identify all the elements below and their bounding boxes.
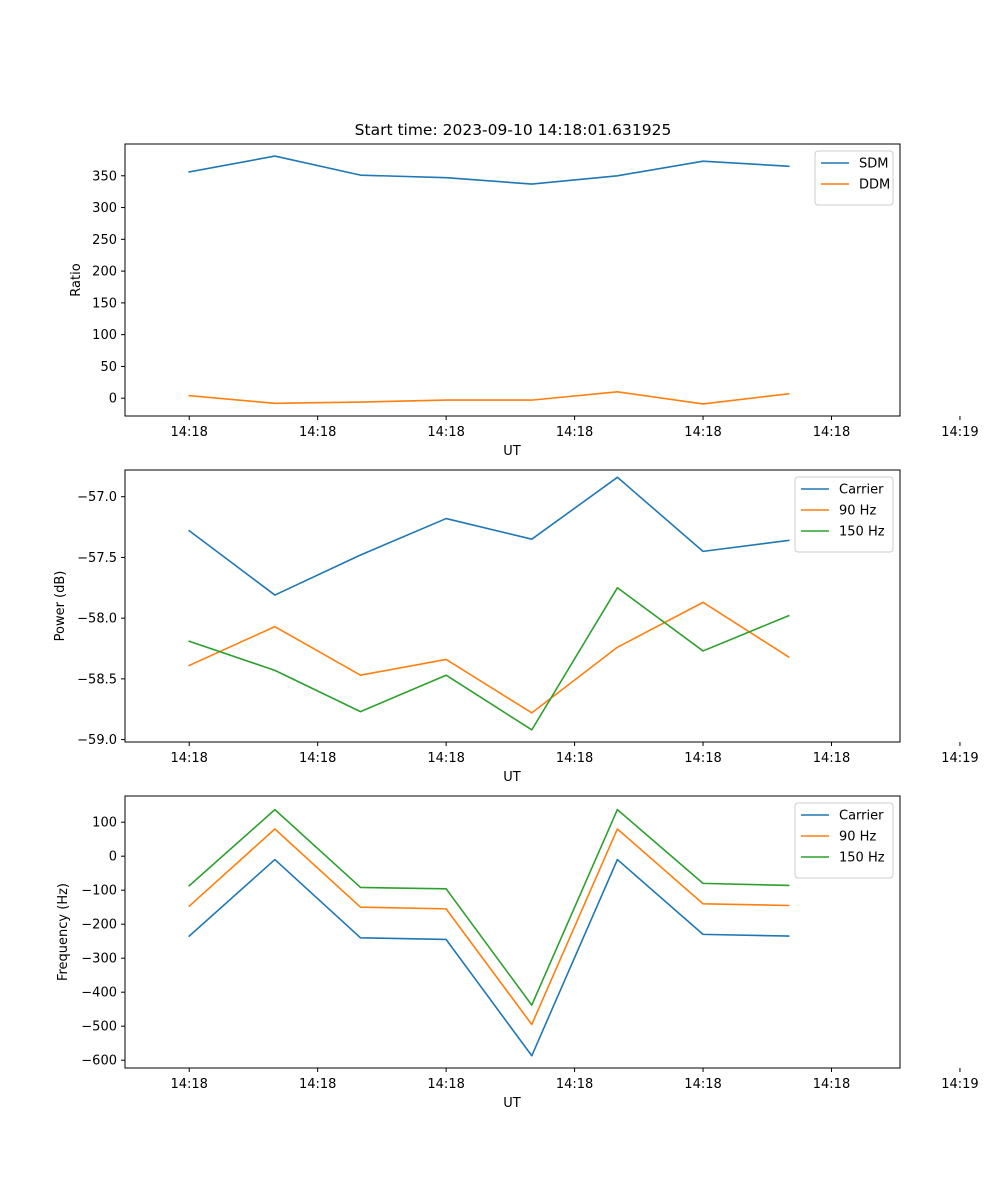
legend-label: 90 Hz	[839, 830, 876, 845]
x-tick-label: 14:18	[684, 1077, 721, 1092]
x-tick-label: 14:18	[170, 751, 207, 766]
series-line-carrier	[188, 476, 790, 596]
x-tick-label: 14:18	[556, 751, 593, 766]
y-tick-label: −58.5	[77, 672, 117, 687]
axes-frame	[124, 795, 901, 1069]
x-tick-label: 14:18	[427, 425, 464, 440]
y-tick-label: 350	[92, 169, 117, 184]
y-tick-label: −58.0	[77, 612, 117, 627]
legend-label: Carrier	[839, 483, 884, 498]
series-line-90-hz	[188, 601, 790, 714]
y-tick-label: 100	[92, 816, 117, 831]
y-tick-label: 300	[92, 201, 117, 216]
legend-box	[794, 476, 894, 553]
x-tick-label: 14:18	[813, 425, 850, 440]
y-axis-label: Ratio	[69, 263, 84, 296]
y-tick-label: 200	[92, 265, 117, 280]
x-tick-label: 14:19	[941, 751, 978, 766]
y-axis-label: Power (dB)	[53, 571, 68, 642]
y-tick-label: −300	[81, 952, 117, 967]
series-line-90-hz	[188, 828, 790, 1026]
y-tick-label: −600	[81, 1054, 117, 1069]
axes-frame	[124, 469, 901, 743]
y-tick-label: −57.5	[77, 551, 117, 566]
x-tick-label: 14:18	[299, 751, 336, 766]
figure-title: Start time: 2023-09-10 14:18:01.631925	[355, 121, 672, 139]
x-axis-label: UT	[503, 444, 521, 459]
series-line-150-hz	[188, 808, 790, 1006]
legend-label: DDM	[859, 178, 890, 193]
x-tick-label: 14:18	[427, 1077, 464, 1092]
legend-label: Carrier	[839, 809, 884, 824]
x-tick-label: 14:18	[427, 751, 464, 766]
legend-box	[794, 802, 894, 879]
y-tick-label: 150	[92, 296, 117, 311]
x-tick-label: 14:18	[684, 425, 721, 440]
y-tick-label: −59.0	[77, 733, 117, 748]
x-axis-label: UT	[503, 1096, 521, 1111]
x-tick-label: 14:18	[170, 1077, 207, 1092]
x-tick-label: 14:18	[556, 1077, 593, 1092]
y-tick-label: 0	[109, 850, 117, 865]
y-tick-label: −400	[81, 986, 117, 1001]
x-tick-label: 14:18	[299, 1077, 336, 1092]
y-tick-label: 250	[92, 233, 117, 248]
series-line-150-hz	[188, 586, 790, 731]
chart-panel-3: 14:18 14:18 14:18 14:18 14:18 14:18 14:19 −600 −…	[56, 795, 979, 1111]
legend-label: 150 Hz	[839, 851, 885, 866]
y-tick-label: 0	[109, 392, 117, 407]
y-axis-label: Frequency (Hz)	[56, 883, 71, 981]
y-tick-label: 50	[100, 360, 117, 375]
legend-label: SDM	[859, 157, 888, 172]
x-tick-label: 14:18	[556, 425, 593, 440]
series-line-sdm	[188, 155, 790, 185]
y-tick-label: 100	[92, 328, 117, 343]
y-tick-label: −57.0	[77, 490, 117, 505]
legend-label: 90 Hz	[839, 504, 876, 519]
y-tick-label: −200	[81, 918, 117, 933]
legend: Carrier 90 Hz 150 Hz	[794, 476, 894, 553]
y-tick-label: −500	[81, 1020, 117, 1035]
x-tick-label: 14:18	[813, 1077, 850, 1092]
chart-panel-2: 14:18 14:18 14:18 14:18 14:18 14:18 14:19 −59.0…	[53, 469, 979, 785]
y-tick-label: −100	[81, 884, 117, 899]
panels: 14:18 14:18 14:18 14:18 14:18 14:18 14:19 0 50 10…	[53, 143, 979, 1111]
series-line-ddm	[188, 391, 790, 405]
x-tick-label: 14:19	[941, 1077, 978, 1092]
x-axis-label: UT	[503, 770, 521, 785]
legend-box	[814, 150, 894, 206]
x-tick-label: 14:18	[170, 425, 207, 440]
x-tick-label: 14:18	[813, 751, 850, 766]
x-tick-label: 14:18	[299, 425, 336, 440]
legend: Carrier 90 Hz 150 Hz	[794, 802, 894, 879]
axes-frame	[124, 143, 901, 417]
legend-label: 150 Hz	[839, 525, 885, 540]
x-tick-label: 14:18	[684, 751, 721, 766]
series-line-carrier	[188, 858, 790, 1057]
chart-panel-1: 14:18 14:18 14:18 14:18 14:18 14:18 14:19 0 50 10…	[69, 143, 979, 459]
legend: SDM DDM	[814, 150, 894, 206]
x-tick-label: 14:19	[941, 425, 978, 440]
